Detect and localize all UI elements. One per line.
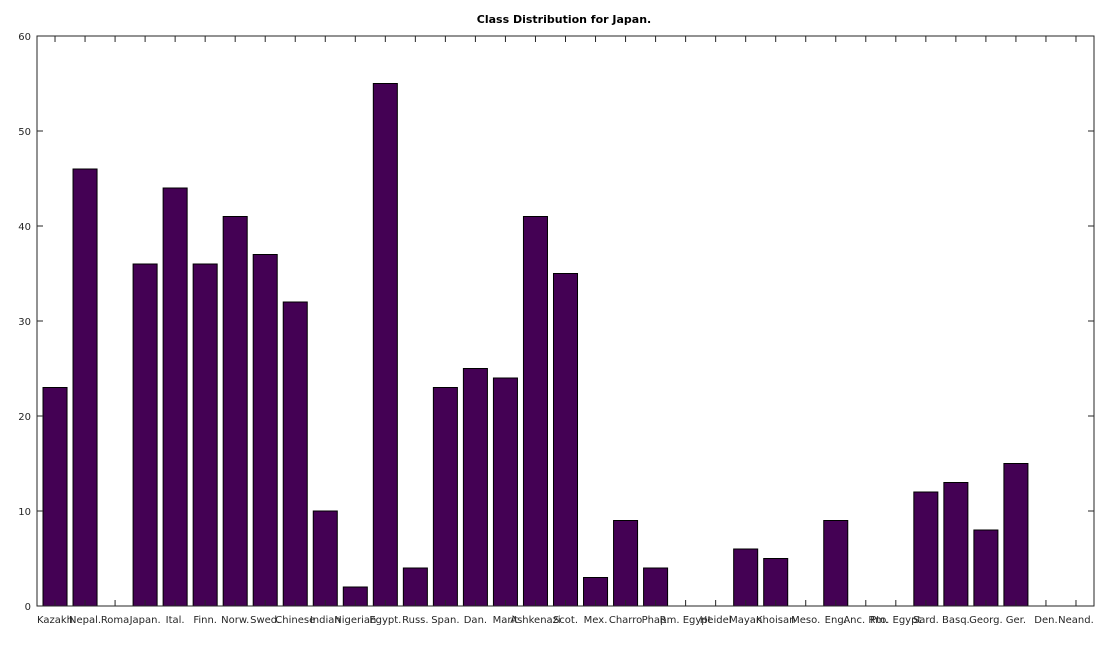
x-tick-label: Finn.: [193, 615, 217, 626]
x-tick-label: Eng.: [825, 615, 847, 626]
x-tick-label: Russ.: [402, 615, 428, 626]
bar-1: [72, 168, 98, 607]
chart-title: Class Distribution for Japan.: [477, 13, 651, 26]
x-tick-label: Mayan: [729, 615, 762, 626]
x-tick-label: Phap.: [642, 615, 670, 626]
x-tick-label: Ger.: [1006, 615, 1026, 626]
bar-24: [763, 558, 789, 607]
bar-14: [462, 368, 488, 607]
x-tick-label: Roma: [101, 615, 130, 626]
bar-30: [943, 482, 969, 607]
x-tick-label: Chinese: [275, 615, 315, 626]
bars-group: [42, 83, 1029, 607]
x-tick-label: Georg.: [969, 615, 1002, 626]
x-tick-label: Basq.: [942, 615, 970, 626]
y-tick-label: 50: [18, 127, 31, 138]
bar-9: [312, 510, 338, 607]
bar-32: [1003, 463, 1029, 607]
bar-16: [522, 216, 548, 607]
x-tick-label: Ashkenazi: [510, 615, 560, 626]
bar-29: [913, 491, 939, 607]
ticks-group: [37, 35, 1094, 607]
x-tick-label: Kazakh: [37, 615, 73, 626]
x-tick-label: Anc. Rm.: [843, 615, 888, 626]
x-tick-label: Rm. Egypt: [660, 615, 712, 626]
x-tick-label: Scot.: [553, 615, 578, 626]
x-tick-label: Mex.: [584, 615, 608, 626]
x-tick-label: Swed.: [250, 615, 280, 626]
y-tick-label: 0: [25, 602, 31, 613]
bar-26: [823, 520, 849, 607]
x-tick-label: Nepal.: [69, 615, 101, 626]
y-tick-label: 20: [18, 412, 31, 423]
bar-19: [613, 520, 639, 607]
bar-15: [492, 377, 518, 607]
x-tick-label: Den.: [1034, 615, 1057, 626]
plot-frame: [36, 35, 1095, 607]
bar-20: [643, 567, 669, 607]
x-tick-label: Khoisan: [756, 615, 795, 626]
x-tick-label: Span.: [431, 615, 459, 626]
bar-5: [192, 263, 218, 607]
x-tick-label: Indian: [310, 615, 341, 626]
bar-8: [282, 301, 308, 607]
bar-11: [372, 83, 398, 607]
x-tick-label: Ital.: [166, 615, 185, 626]
x-tick-label: Dan.: [464, 615, 487, 626]
x-tick-label: Japan.: [129, 615, 161, 626]
y-tick-labels: 0 10 20 30 40 50 60: [18, 32, 31, 613]
bar-4: [162, 187, 188, 607]
x-tick-label: Norw.: [221, 615, 249, 626]
x-tick-label: Nigerian: [334, 615, 376, 626]
x-tick-label: Pto. Egypt: [870, 615, 921, 626]
y-tick-label: 30: [18, 317, 31, 328]
bar-6: [222, 216, 248, 607]
y-tick-label: 60: [18, 32, 31, 43]
y-tick-label: 40: [18, 222, 31, 233]
x-tick-label: Egypt.: [369, 615, 401, 626]
bar-0: [42, 387, 68, 607]
bar-31: [973, 529, 999, 607]
x-tick-label: Meso.: [791, 615, 820, 626]
bar-23: [733, 548, 759, 607]
bar-13: [432, 387, 458, 607]
x-tick-label: Neand.: [1058, 615, 1094, 626]
x-tick-label: Heidel: [700, 615, 732, 626]
x-tick-label: Sard.: [913, 615, 939, 626]
bar-7: [252, 254, 278, 607]
y-tick-label: 10: [18, 507, 31, 518]
bar-17: [552, 273, 579, 607]
x-tick-label: Marit: [493, 615, 519, 626]
bar-3: [132, 263, 158, 607]
x-tick-label: Charro: [609, 615, 642, 626]
